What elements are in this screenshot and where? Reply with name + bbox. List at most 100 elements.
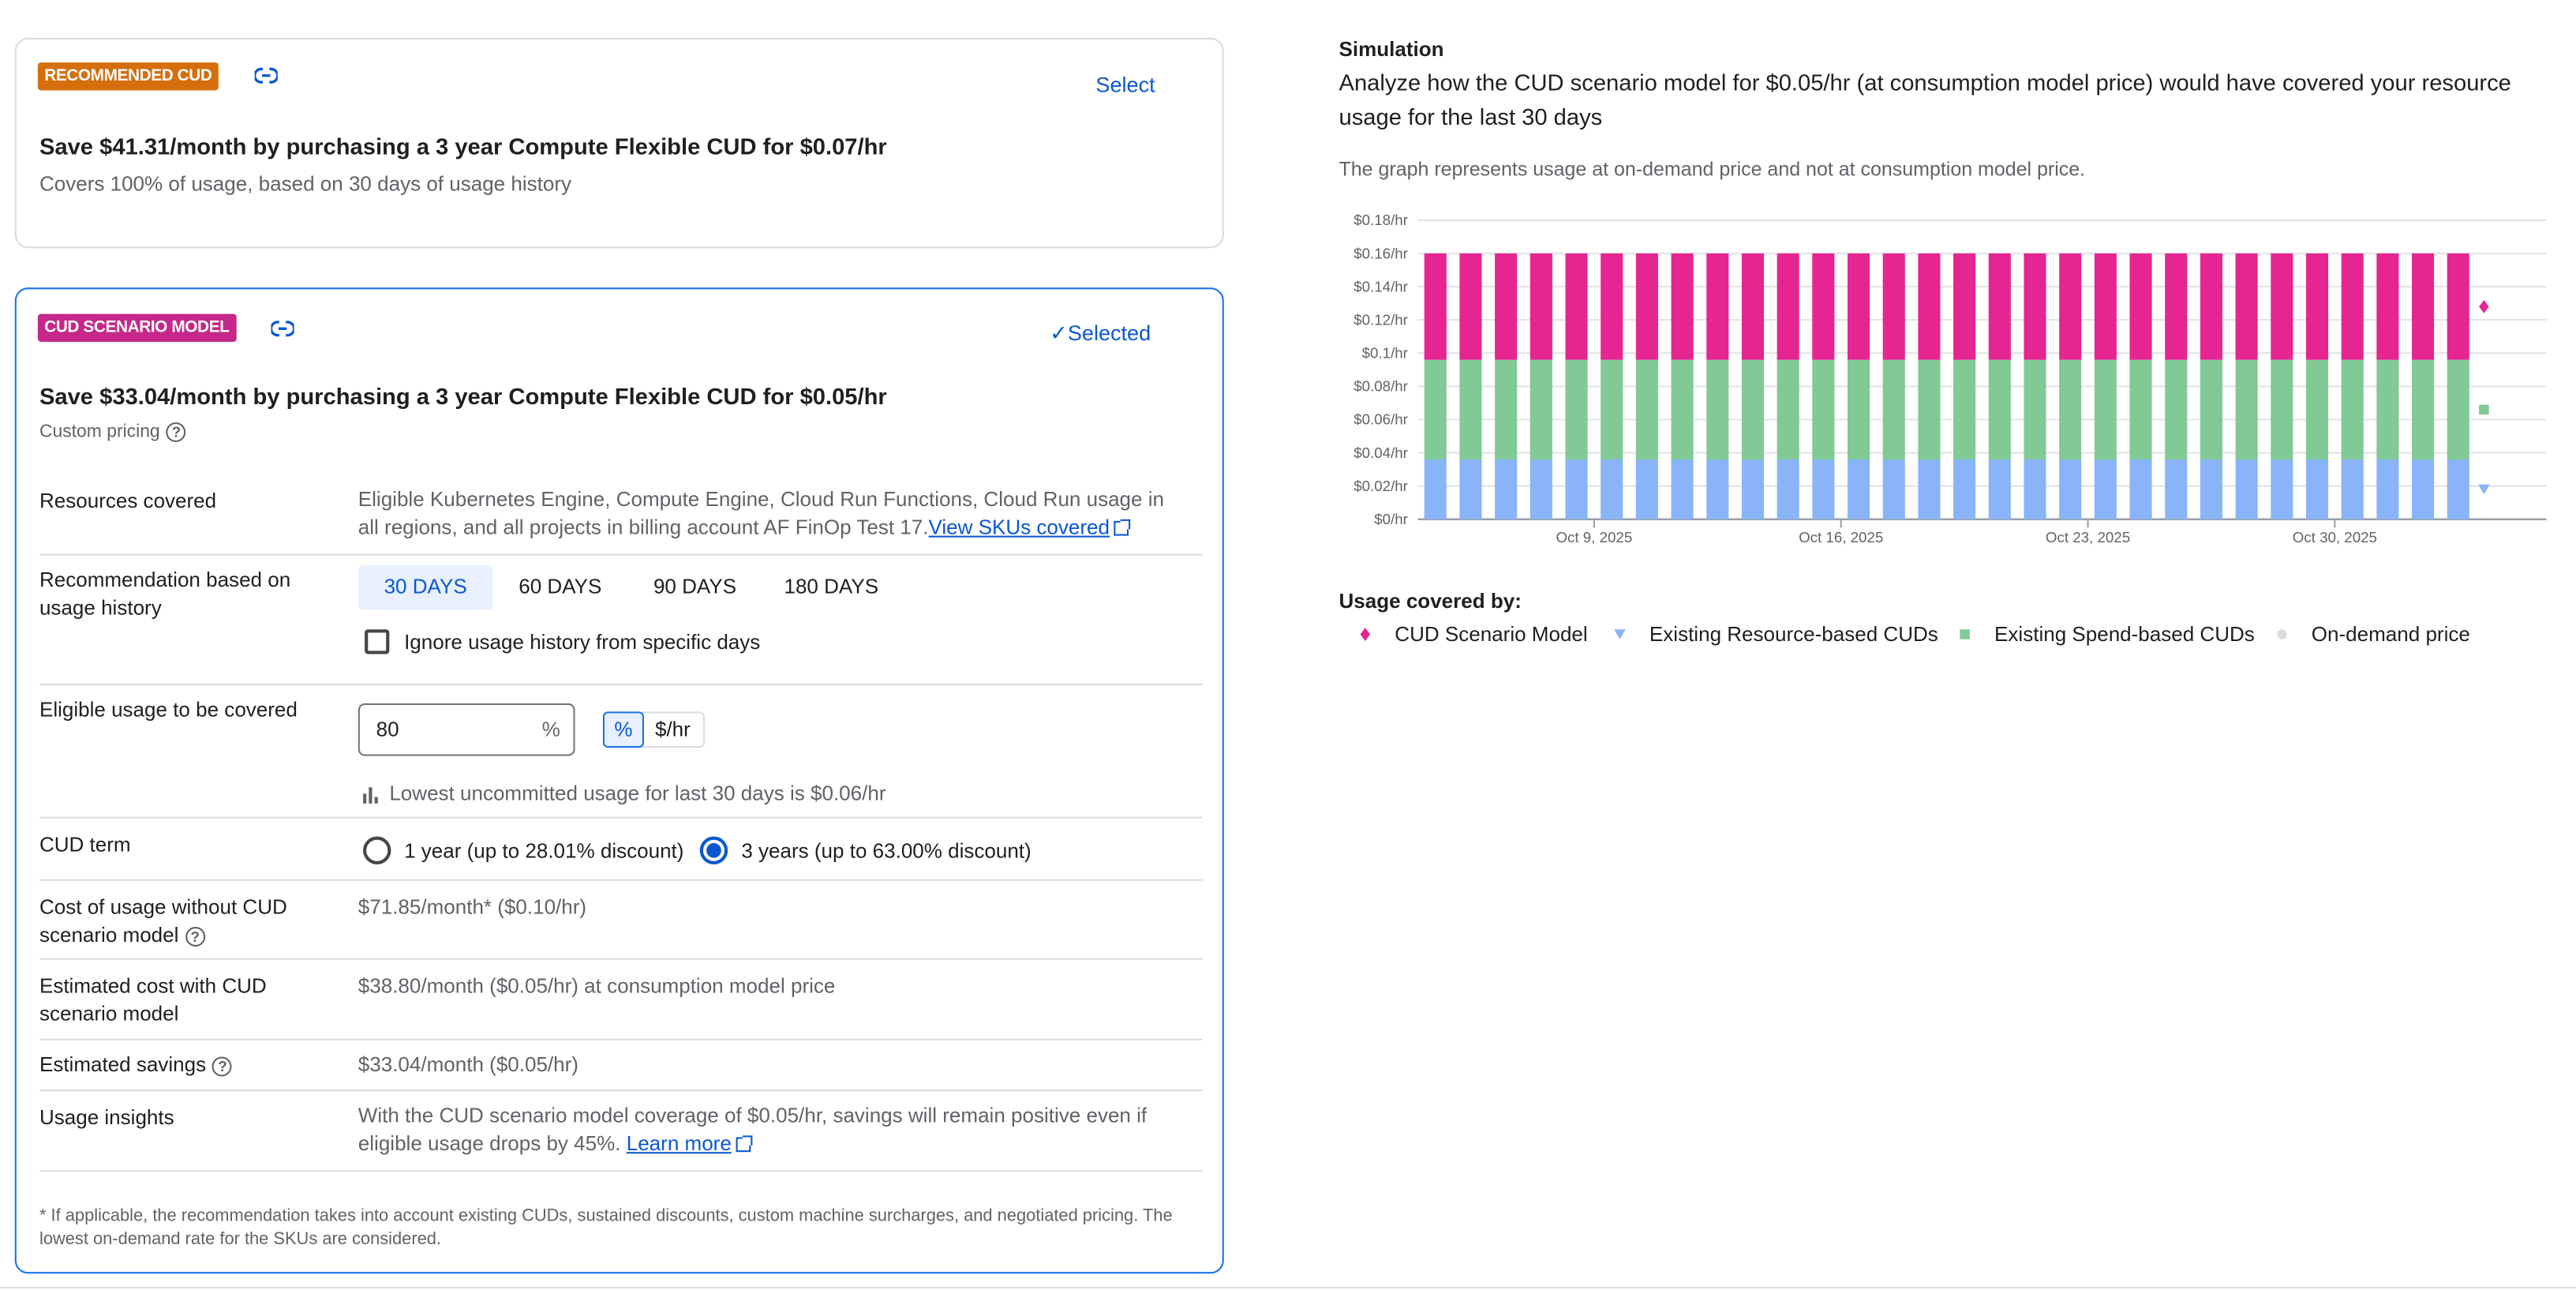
y-tick-label: $0.04/hr bbox=[1354, 444, 1408, 461]
legend-item[interactable]: Existing Spend-based CUDs bbox=[1956, 623, 2255, 646]
unit-toggle: % $/hr bbox=[602, 711, 706, 748]
bar-segment bbox=[1741, 459, 1765, 519]
bar-segment bbox=[1459, 459, 1482, 519]
savings-label: Estimated savings? bbox=[39, 1052, 335, 1079]
bar-segment bbox=[2024, 359, 2046, 460]
radio-1-year-label: 1 year (up to 28.01% discount) bbox=[404, 838, 684, 862]
recommended-cud-badge: RECOMMENDED CUD bbox=[37, 62, 219, 91]
bar-segment bbox=[1953, 359, 1976, 460]
bar-segment bbox=[2059, 253, 2082, 360]
chip-30-days[interactable]: 30 DAYS bbox=[358, 565, 493, 610]
selected-button[interactable]: ✓Selected bbox=[1050, 321, 1151, 347]
legend-item[interactable]: Existing Resource-based CUDs bbox=[1612, 623, 1938, 646]
bar-segment bbox=[1918, 253, 1941, 360]
bar-segment bbox=[2271, 459, 2293, 519]
unit-percent-button[interactable]: % bbox=[602, 711, 644, 748]
check-icon: ✓ bbox=[1050, 320, 1068, 346]
help-icon[interactable]: ? bbox=[212, 1056, 233, 1076]
chip-90-days[interactable]: 90 DAYS bbox=[653, 575, 737, 598]
square-icon bbox=[1960, 629, 1970, 639]
cost-without-value: $71.85/month* ($0.10/hr) bbox=[358, 895, 587, 919]
eligible-usage-input[interactable]: 80 % bbox=[358, 703, 575, 756]
bar-segment bbox=[1812, 253, 1835, 360]
learn-more-link[interactable]: Learn more bbox=[626, 1132, 732, 1156]
resources-covered-label: Resources covered bbox=[39, 489, 217, 513]
divider bbox=[39, 958, 1203, 960]
bar-segment bbox=[2129, 459, 2152, 519]
bar-segment bbox=[2165, 359, 2188, 460]
bar-segment bbox=[1953, 253, 1976, 360]
simulation-heading: Simulation bbox=[1339, 37, 1444, 62]
bar-segment bbox=[2200, 253, 2222, 360]
bar-segment bbox=[1918, 359, 1941, 460]
y-tick-label: $0.14/hr bbox=[1354, 278, 1408, 294]
help-icon[interactable]: ? bbox=[185, 926, 205, 947]
bar-segment bbox=[1424, 253, 1447, 360]
chip-60-days[interactable]: 60 DAYS bbox=[519, 575, 602, 598]
resources-text: Eligible Kubernetes Engine, Compute Engi… bbox=[358, 488, 1165, 539]
help-icon[interactable]: ? bbox=[166, 422, 186, 443]
bar-segment bbox=[1565, 359, 1588, 460]
legend-label: On-demand price bbox=[2311, 622, 2470, 647]
bar-segment bbox=[2235, 459, 2258, 519]
link-icon[interactable] bbox=[271, 321, 294, 337]
ignore-history-checkbox[interactable] bbox=[365, 629, 390, 654]
bar-segment bbox=[1777, 253, 1799, 360]
y-tick-label: $0.16/hr bbox=[1354, 245, 1408, 261]
bar-segment bbox=[1812, 359, 1835, 460]
link-icon[interactable] bbox=[254, 67, 278, 84]
chip-180-days[interactable]: 180 DAYS bbox=[784, 575, 879, 598]
triangle-marker bbox=[2478, 484, 2490, 495]
ignore-history-label: Ignore usage history from specific days bbox=[404, 630, 761, 654]
savings-value: $33.04/month ($0.05/hr) bbox=[358, 1053, 578, 1077]
radio-3-years[interactable] bbox=[700, 836, 728, 864]
bar-segment bbox=[1459, 253, 1482, 360]
history-label: Recommendation based on usage history bbox=[39, 568, 291, 620]
x-tick-label: Oct 16, 2025 bbox=[1799, 529, 1883, 546]
bar-segment bbox=[2447, 253, 2469, 360]
bar-segment bbox=[2447, 359, 2469, 460]
bar-segment bbox=[2165, 459, 2188, 519]
legend-item[interactable]: On-demand price bbox=[2274, 623, 2470, 646]
unit-dollar-hr-button[interactable]: $/hr bbox=[654, 718, 691, 741]
cud-term-label: CUD term bbox=[39, 833, 131, 857]
bar-segment bbox=[1495, 459, 1518, 519]
bar-segment bbox=[2341, 359, 2364, 460]
bar-segment bbox=[1424, 359, 1447, 460]
x-tick-label: Oct 23, 2025 bbox=[2046, 529, 2130, 546]
bar-segment bbox=[2412, 459, 2435, 519]
bar-segment bbox=[2200, 459, 2222, 519]
usage-insights-value: With the CUD scenario model coverage of … bbox=[358, 1103, 1200, 1159]
bar-segment bbox=[1530, 253, 1552, 360]
bar-segment bbox=[1601, 459, 1623, 519]
bar-segment bbox=[1601, 253, 1623, 360]
view-skus-link[interactable]: View SKUs covered bbox=[928, 516, 1110, 539]
bar-segment bbox=[1741, 359, 1765, 460]
bar-segment bbox=[1882, 459, 1905, 519]
insights-text: With the CUD scenario model coverage of … bbox=[358, 1104, 1148, 1156]
cud-term-radio-group: 1 year (up to 28.01% discount) 3 years (… bbox=[363, 836, 1032, 864]
ignore-history-option[interactable]: Ignore usage history from specific days bbox=[365, 629, 760, 654]
divider bbox=[39, 1089, 1203, 1092]
cud-scenario-model-card[interactable]: CUD SCENARIO MODEL ✓Selected Save $33.04… bbox=[14, 287, 1224, 1274]
usage-insights-label: Usage insights bbox=[39, 1105, 174, 1130]
bar-segment bbox=[2024, 253, 2046, 360]
y-tick-label: $0.12/hr bbox=[1354, 311, 1408, 328]
recommended-subtitle: Covers 100% of usage, based on 30 days o… bbox=[39, 172, 572, 196]
footnote: * If applicable, the recommendation take… bbox=[39, 1206, 1173, 1248]
bar-segment bbox=[2341, 459, 2364, 519]
bar-segment bbox=[1671, 459, 1694, 519]
select-button[interactable]: Select bbox=[1095, 72, 1155, 97]
divider bbox=[39, 1038, 1203, 1041]
recommended-cud-card[interactable]: RECOMMENDED CUD Select Save $41.31/month… bbox=[14, 37, 1224, 249]
simulation-note: The graph represents usage at on-demand … bbox=[1339, 157, 2086, 181]
bar-segment bbox=[1741, 253, 1765, 360]
radio-1-year[interactable] bbox=[363, 836, 391, 864]
y-tick-label: $0.06/hr bbox=[1354, 411, 1408, 428]
bar-segment bbox=[2305, 359, 2329, 460]
legend-item[interactable]: CUD Scenario Model bbox=[1357, 623, 1588, 646]
legend-title: Usage covered by: bbox=[1339, 590, 1522, 613]
bar-segment bbox=[2271, 253, 2293, 360]
diamond-marker bbox=[2479, 300, 2489, 313]
bar-segment bbox=[1918, 459, 1941, 519]
